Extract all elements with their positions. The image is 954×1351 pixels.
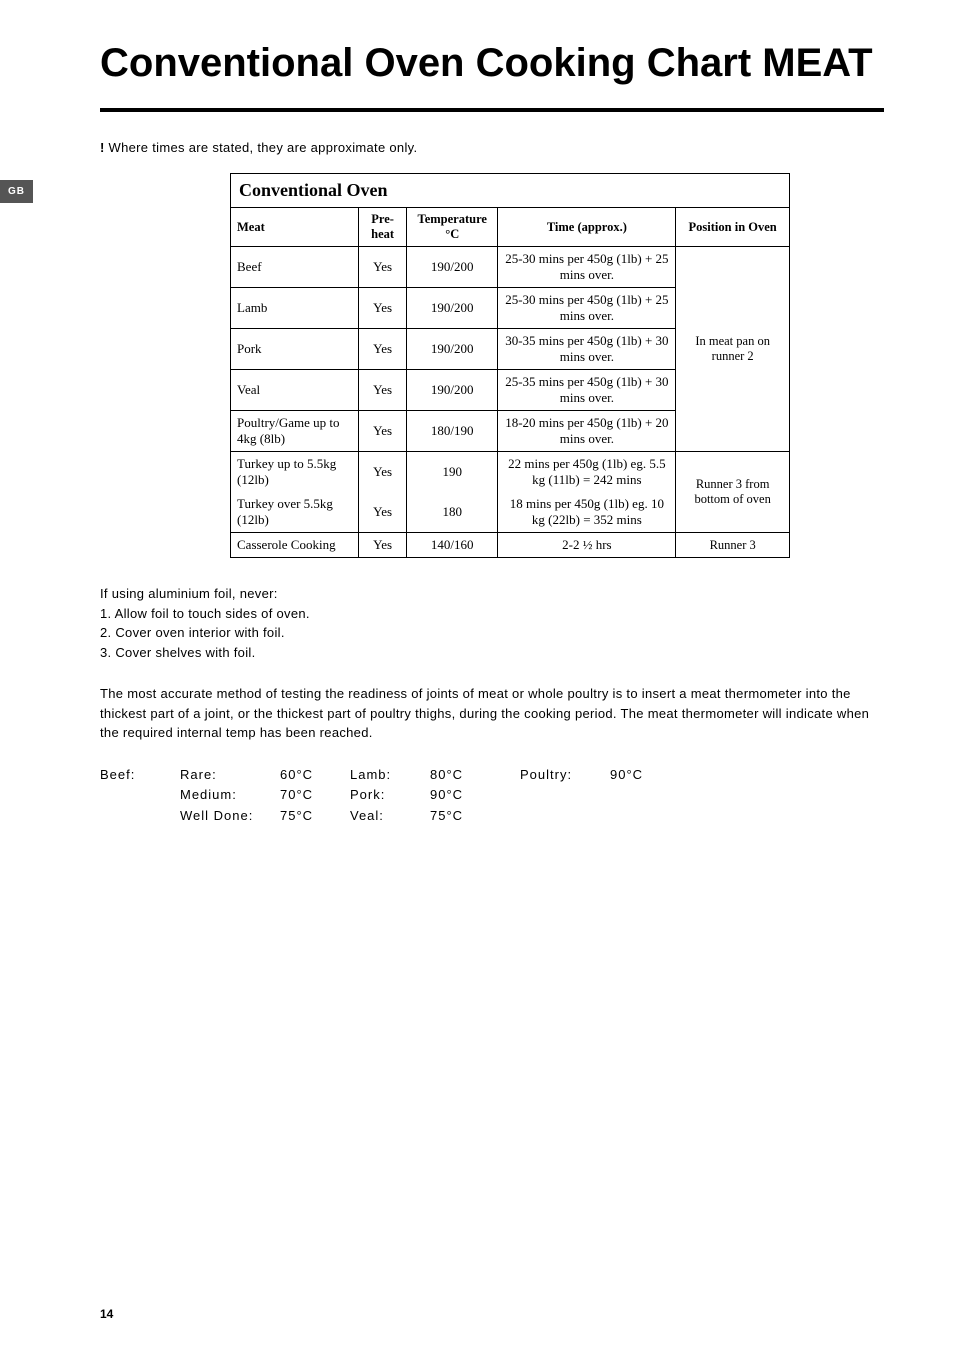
cell-meat: Veal [231, 370, 359, 411]
cell-temp: 180/190 [407, 411, 498, 452]
veal-label: Veal: [350, 806, 430, 827]
cell-preheat: Yes [359, 452, 407, 493]
col-preheat: Pre-heat [359, 208, 407, 247]
cell-time: 30-35 mins per 450g (1lb) + 30 mins over… [498, 329, 676, 370]
cell-meat: Pork [231, 329, 359, 370]
beef-rare-val: 60°C [280, 765, 350, 786]
veal-val: 75°C [430, 806, 520, 827]
beef-label: Beef: [100, 765, 180, 786]
cell-meat: Beef [231, 247, 359, 288]
thermometer-paragraph: The most accurate method of testing the … [100, 684, 884, 743]
cell-time: 2-2 ½ hrs [498, 533, 676, 558]
cell-temp: 190/200 [407, 329, 498, 370]
poultry-label: Poultry: [520, 765, 610, 786]
cell-preheat: Yes [359, 370, 407, 411]
cell-meat: Turkey over 5.5kg (12lb) [231, 492, 359, 533]
cell-time: 22 mins per 450g (1lb) eg. 5.5 kg (11lb)… [498, 452, 676, 493]
beef-welldone-label: Well Done: [180, 806, 280, 827]
foil-item: 3. Cover shelves with foil. [100, 643, 884, 663]
cell-time: 18 mins per 450g (1lb) eg. 10 kg (22lb) … [498, 492, 676, 533]
foil-item: 2. Cover oven interior with foil. [100, 623, 884, 643]
cell-time: 18-20 mins per 450g (1lb) + 20 mins over… [498, 411, 676, 452]
table-row: Casserole Cooking Yes 140/160 2-2 ½ hrs … [231, 533, 790, 558]
beef-medium-label: Medium: [180, 785, 280, 806]
approx-note: ! Where times are stated, they are appro… [100, 140, 884, 155]
cell-time: 25-30 mins per 450g (1lb) + 25 mins over… [498, 247, 676, 288]
cell-preheat: Yes [359, 247, 407, 288]
divider-rule [100, 108, 884, 112]
beef-welldone-val: 75°C [280, 806, 350, 827]
poultry-val: 90°C [610, 765, 643, 786]
cell-position: Runner 3 [676, 533, 790, 558]
page-title: Conventional Oven Cooking Chart MEAT [100, 40, 884, 86]
cell-preheat: Yes [359, 288, 407, 329]
beef-medium-val: 70°C [280, 785, 350, 806]
table-title: Conventional Oven [231, 174, 790, 208]
foil-item: 1. Allow foil to touch sides of oven. [100, 604, 884, 624]
cell-preheat: Yes [359, 492, 407, 533]
col-position: Position in Oven [676, 208, 790, 247]
internal-temps: Beef: Rare: 60°C Lamb: 80°C Poultry: 90°… [100, 765, 884, 827]
col-time: Time (approx.) [498, 208, 676, 247]
pork-label: Pork: [350, 785, 430, 806]
cell-temp: 180 [407, 492, 498, 533]
cell-temp: 190/200 [407, 288, 498, 329]
table-row: Beef Yes 190/200 25-30 mins per 450g (1l… [231, 247, 790, 288]
cell-temp: 140/160 [407, 533, 498, 558]
cell-meat: Lamb [231, 288, 359, 329]
cell-time: 25-35 mins per 450g (1lb) + 30 mins over… [498, 370, 676, 411]
cell-preheat: Yes [359, 411, 407, 452]
page-number: 14 [100, 1307, 113, 1321]
cooking-chart-table: Conventional Oven Meat Pre-heat Temperat… [230, 173, 790, 558]
foil-instructions: If using aluminium foil, never: 1. Allow… [100, 584, 884, 662]
cell-temp: 190/200 [407, 247, 498, 288]
cell-meat: Poultry/Game up to 4kg (8lb) [231, 411, 359, 452]
beef-rare-label: Rare: [180, 765, 280, 786]
note-text: Where times are stated, they are approxi… [105, 140, 418, 155]
cell-temp: 190 [407, 452, 498, 493]
col-temp: Temperature °C [407, 208, 498, 247]
cell-meat: Turkey up to 5.5kg (12lb) [231, 452, 359, 493]
lamb-val: 80°C [430, 765, 520, 786]
cell-position-group1: In meat pan on runner 2 [676, 247, 790, 452]
cell-preheat: Yes [359, 329, 407, 370]
cell-time: 25-30 mins per 450g (1lb) + 25 mins over… [498, 288, 676, 329]
foil-intro: If using aluminium foil, never: [100, 584, 884, 604]
col-meat: Meat [231, 208, 359, 247]
cell-preheat: Yes [359, 533, 407, 558]
lamb-label: Lamb: [350, 765, 430, 786]
cell-position-group2: Runner 3 from bottom of oven [676, 452, 790, 533]
pork-val: 90°C [430, 785, 520, 806]
cell-meat: Casserole Cooking [231, 533, 359, 558]
cell-temp: 190/200 [407, 370, 498, 411]
table-row: Turkey up to 5.5kg (12lb) Yes 190 22 min… [231, 452, 790, 493]
